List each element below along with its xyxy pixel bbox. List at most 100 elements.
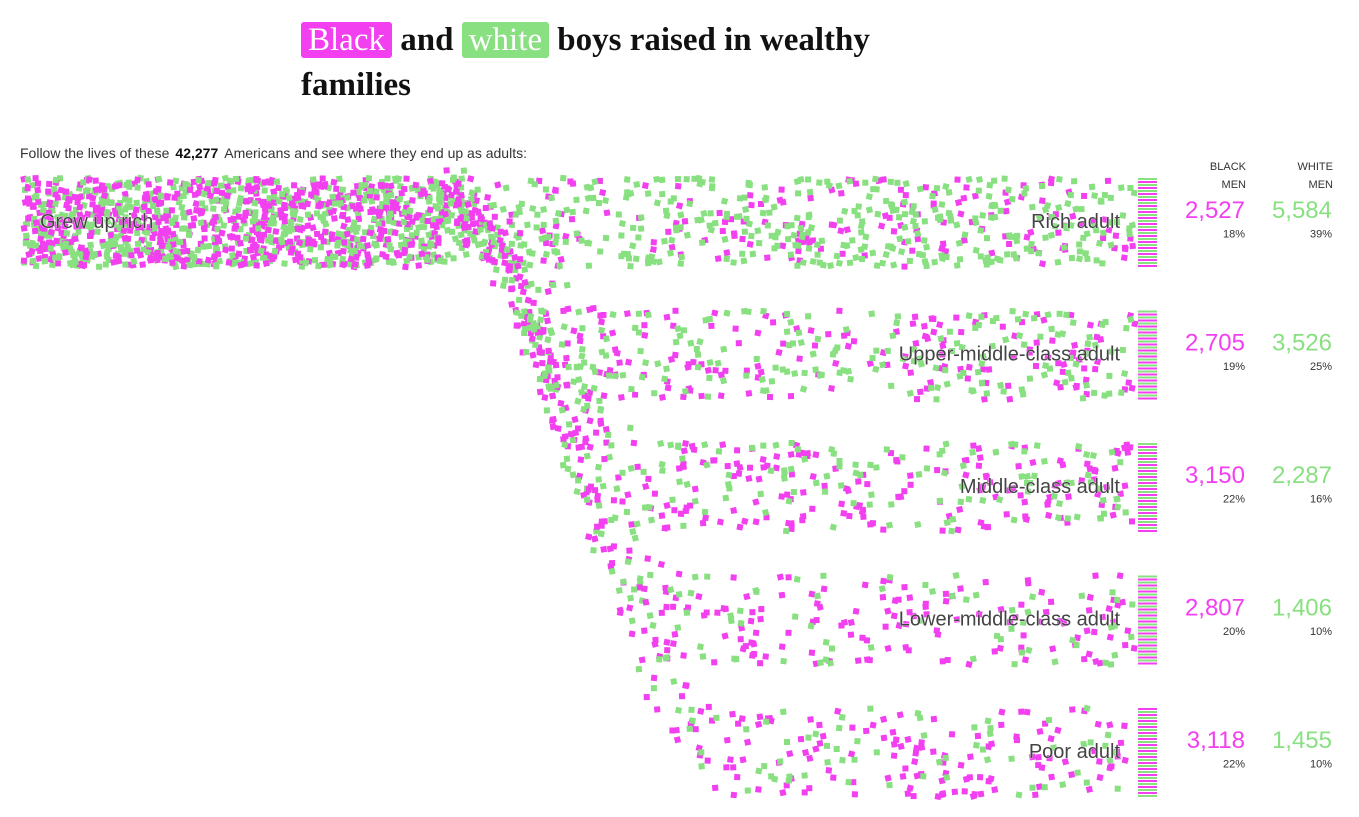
- dot: [938, 252, 946, 259]
- dot: [1082, 250, 1090, 257]
- dot: [1096, 773, 1104, 782]
- dot: [696, 643, 704, 651]
- dot: [991, 648, 998, 655]
- dot: [77, 220, 84, 227]
- dot: [983, 756, 992, 764]
- dot: [563, 354, 570, 362]
- dot: [1014, 737, 1020, 744]
- dot: [306, 245, 314, 253]
- dot: [193, 207, 200, 214]
- dot: [212, 213, 219, 221]
- dot: [1130, 644, 1138, 652]
- dot: [963, 184, 970, 191]
- dot: [1036, 727, 1044, 736]
- dot: [556, 262, 563, 270]
- dot: [1012, 614, 1019, 621]
- dot: [297, 254, 304, 261]
- dot: [544, 317, 551, 325]
- dot: [900, 198, 909, 206]
- dot: [700, 209, 708, 218]
- dot: [316, 202, 323, 209]
- dot: [658, 609, 665, 616]
- dot: [1038, 197, 1046, 205]
- dot: [907, 481, 914, 488]
- dot: [678, 693, 686, 700]
- dot: [1111, 651, 1119, 659]
- dot: [1104, 177, 1112, 185]
- band-end-stripe: [1138, 732, 1157, 734]
- dot: [330, 178, 338, 186]
- dot: [975, 610, 983, 618]
- dot: [190, 215, 198, 223]
- band-end-stripe: [1138, 208, 1157, 210]
- dot: [62, 188, 70, 195]
- band-end-stripe: [1138, 217, 1157, 219]
- dot: [596, 397, 603, 405]
- band-end-stripe: [1138, 331, 1157, 334]
- dot: [602, 335, 610, 343]
- dot: [711, 219, 719, 227]
- dot: [623, 310, 631, 318]
- dot: [1121, 482, 1129, 490]
- dot: [708, 184, 716, 192]
- dot: [1018, 649, 1026, 656]
- band-end-stripe: [1138, 735, 1157, 737]
- dot: [825, 331, 832, 338]
- dot: [884, 644, 892, 653]
- dot: [1063, 224, 1070, 232]
- dot: [1114, 785, 1121, 792]
- dot: [938, 447, 946, 455]
- dot: [571, 415, 579, 424]
- dot: [1018, 386, 1026, 393]
- band-end-stripe: [1138, 262, 1157, 264]
- dot: [589, 363, 597, 371]
- dot: [948, 527, 955, 535]
- dot: [906, 389, 914, 397]
- dot: [882, 623, 889, 630]
- dot: [805, 734, 812, 741]
- dot: [497, 228, 505, 236]
- dot: [939, 240, 947, 248]
- dot: [694, 351, 702, 359]
- dot: [910, 202, 917, 210]
- dot: [762, 387, 770, 395]
- dot: [1026, 375, 1034, 382]
- band-end-stripe: [1138, 199, 1157, 201]
- dot: [351, 247, 359, 255]
- dot: [675, 465, 683, 472]
- dot: [629, 528, 637, 536]
- dot: [313, 210, 320, 217]
- dot: [628, 385, 635, 393]
- dot: [933, 627, 941, 634]
- dot: [884, 607, 892, 615]
- dot: [387, 257, 396, 265]
- dot: [487, 202, 495, 210]
- dot: [1129, 518, 1135, 525]
- dot: [1093, 257, 1100, 264]
- dot: [151, 255, 159, 262]
- dot: [39, 240, 47, 248]
- intro: Follow the lives of these 42,277 Americans…: [20, 145, 527, 161]
- dot: [565, 363, 572, 371]
- dot: [1042, 608, 1050, 616]
- dot: [563, 206, 571, 214]
- dot: [275, 197, 283, 205]
- dot: [918, 743, 926, 752]
- dot: [914, 396, 920, 403]
- dot: [869, 721, 877, 729]
- dot: [134, 240, 142, 248]
- dot: [54, 213, 62, 221]
- dot: [701, 441, 709, 449]
- dot: [646, 612, 654, 620]
- dot: [748, 639, 755, 647]
- dot: [972, 324, 979, 331]
- dot: [745, 179, 752, 187]
- dot: [35, 254, 43, 262]
- dot: [1039, 182, 1046, 190]
- dot: [795, 451, 803, 458]
- dot: [619, 498, 626, 505]
- dot: [1112, 232, 1120, 239]
- dot: [462, 223, 469, 231]
- dot: [739, 645, 747, 653]
- dot: [692, 726, 699, 733]
